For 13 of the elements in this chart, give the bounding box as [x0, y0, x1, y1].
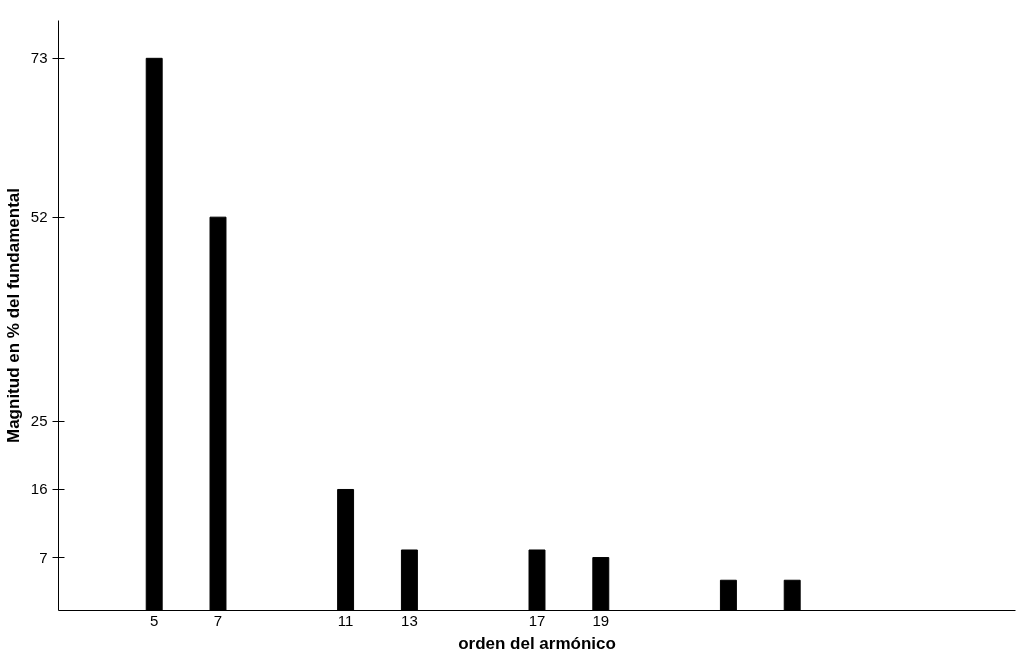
y-axis-title: Magnitud en % del fundamental — [3, 187, 23, 443]
x-tick-label: 17 — [528, 611, 546, 629]
x-tick-label: 13 — [401, 611, 418, 629]
x-tick-label: 7 — [213, 611, 223, 629]
x-tick-label: 11 — [337, 611, 354, 629]
y-tick-label: 25 — [30, 412, 48, 430]
x-axis-title: orden del armónico — [458, 633, 616, 653]
x-tick-label: 19 — [592, 611, 610, 629]
y-tick-label: 16 — [30, 480, 48, 498]
x-tick-label: 5 — [150, 611, 159, 629]
y-tick-label: 73 — [30, 49, 48, 67]
y-tick-label: 52 — [30, 208, 48, 226]
y-tick-label: 7 — [39, 548, 48, 566]
